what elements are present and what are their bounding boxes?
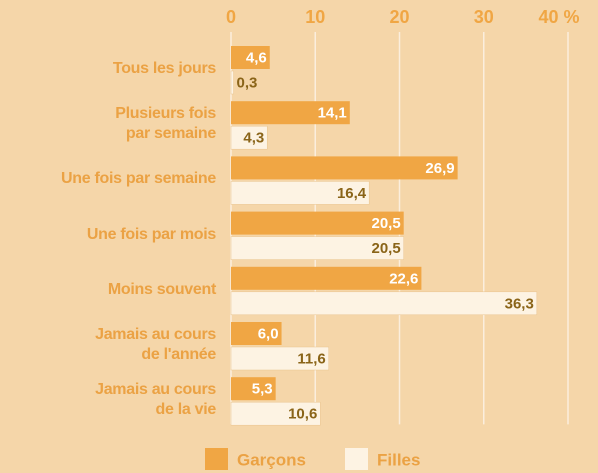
legend-swatch	[345, 448, 368, 470]
x-tick-label: 20	[389, 7, 409, 27]
value-label: 26,9	[425, 160, 454, 177]
bar	[230, 401, 321, 426]
bar	[231, 322, 282, 345]
bar	[231, 211, 404, 235]
bar	[230, 346, 329, 371]
bar	[230, 291, 538, 316]
bar	[231, 156, 458, 180]
value-label: 5,3	[252, 381, 273, 398]
legend-swatch	[205, 448, 228, 470]
category-label: Moins souvent	[107, 280, 216, 298]
bar	[230, 125, 268, 150]
value-label: 22,6	[389, 270, 418, 287]
category-label: Jamais au cours de la vie	[95, 381, 216, 419]
category-label: Tous les jours	[112, 60, 216, 77]
category-label: Plusieurs fois par semaine	[115, 105, 216, 143]
value-label: 0,3	[237, 74, 258, 91]
category-label: Une fois par semaine	[61, 170, 216, 188]
value-label: 4,6	[246, 49, 267, 66]
value-label: 14,1	[318, 105, 347, 122]
value-label: 36,3	[505, 295, 534, 312]
x-tick-label: 0	[226, 7, 236, 27]
bar	[231, 46, 270, 69]
value-label: 6,0	[258, 325, 279, 342]
x-tick-label: 40 %	[538, 7, 579, 27]
value-label: 10,6	[288, 406, 317, 423]
x-tick-label: 30	[474, 7, 494, 27]
value-label: 16,4	[337, 185, 367, 202]
category-label: Jamais au cours de l'année	[95, 326, 216, 363]
category-label: Une fois par mois	[86, 225, 216, 243]
legend-label: Garçons	[237, 450, 306, 469]
value-label: 20,5	[372, 215, 401, 232]
bar	[230, 70, 234, 95]
value-label: 4,3	[243, 130, 264, 147]
bar	[231, 266, 422, 290]
bar	[231, 101, 350, 125]
value-label: 11,6	[297, 350, 325, 367]
bar	[230, 181, 370, 205]
legend-label: Filles	[377, 450, 420, 469]
bar	[230, 236, 404, 260]
value-label: 20,5	[372, 240, 401, 257]
x-tick-label: 10	[305, 7, 325, 27]
bar	[231, 377, 276, 401]
